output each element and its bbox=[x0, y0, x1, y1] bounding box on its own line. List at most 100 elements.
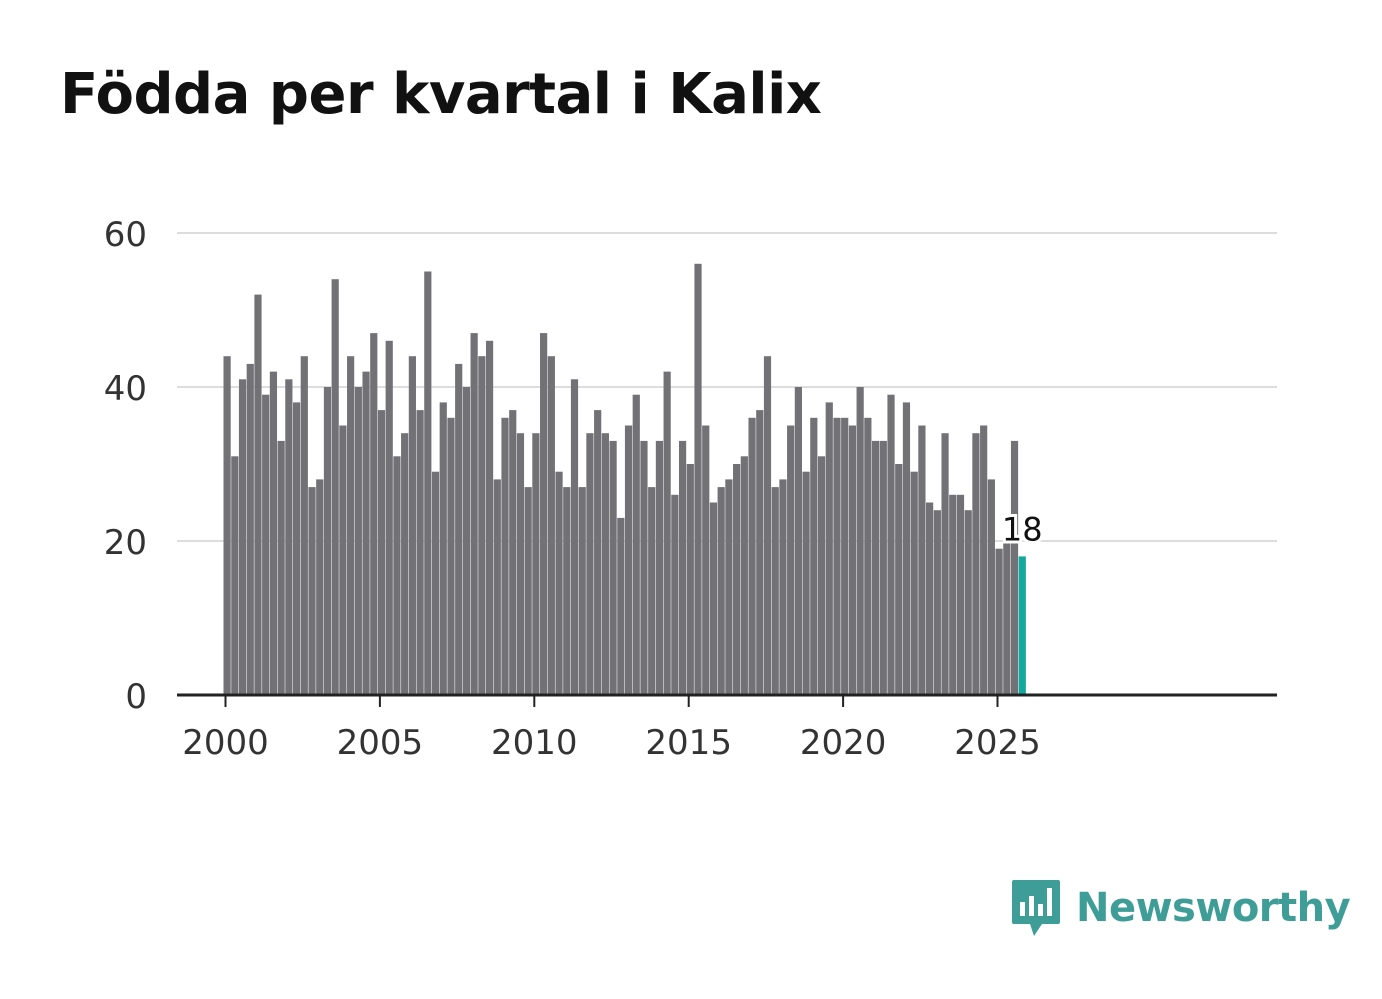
bar bbox=[292, 402, 301, 695]
bar bbox=[416, 410, 424, 695]
bar bbox=[802, 471, 810, 695]
bar bbox=[972, 433, 980, 695]
x-tick-label: 2020 bbox=[800, 723, 887, 763]
bar bbox=[501, 417, 509, 695]
bar bbox=[717, 487, 725, 695]
x-axis-ticks: 2000 2005 2010 2015 2020 2025 bbox=[182, 695, 1041, 763]
bar bbox=[655, 440, 664, 695]
bar bbox=[455, 363, 463, 695]
bar bbox=[941, 433, 949, 695]
bar bbox=[1003, 541, 1011, 695]
x-tick-label: 2015 bbox=[645, 723, 732, 763]
bar bbox=[393, 456, 401, 695]
bar bbox=[648, 487, 656, 695]
bar bbox=[578, 487, 586, 695]
bar bbox=[439, 402, 447, 695]
bar bbox=[377, 410, 386, 695]
bar bbox=[756, 410, 764, 695]
bar bbox=[879, 440, 887, 695]
bar bbox=[871, 440, 880, 695]
bar bbox=[895, 464, 903, 695]
bar bbox=[254, 294, 262, 695]
bar bbox=[246, 363, 254, 695]
bar bbox=[933, 510, 941, 695]
bar bbox=[308, 487, 316, 695]
y-axis-ticks: 0 20 40 60 bbox=[104, 215, 147, 717]
bar bbox=[354, 387, 362, 695]
bar bbox=[725, 479, 733, 695]
bar bbox=[316, 479, 324, 695]
brand-logo: Newsworthy bbox=[1010, 878, 1351, 938]
y-tick-label: 0 bbox=[125, 677, 147, 717]
bar bbox=[540, 333, 548, 695]
bar bbox=[555, 471, 563, 695]
bar bbox=[362, 371, 370, 695]
bar bbox=[231, 456, 239, 695]
bar bbox=[447, 417, 455, 695]
bar bbox=[980, 425, 988, 695]
bar bbox=[524, 487, 532, 695]
bar bbox=[347, 356, 355, 695]
bar bbox=[617, 517, 625, 695]
y-tick-label: 60 bbox=[104, 215, 147, 255]
bar bbox=[277, 440, 285, 695]
bar bbox=[570, 379, 579, 695]
bar bbox=[987, 479, 995, 695]
y-tick-label: 20 bbox=[104, 523, 147, 563]
bar bbox=[1010, 440, 1019, 695]
x-tick-label: 2005 bbox=[337, 723, 424, 763]
bar bbox=[733, 464, 741, 695]
bar bbox=[926, 502, 934, 695]
bar bbox=[262, 394, 270, 695]
bar bbox=[370, 333, 378, 695]
bar bbox=[964, 510, 972, 695]
bar bbox=[462, 387, 471, 695]
bar bbox=[787, 425, 795, 695]
bar bbox=[516, 433, 525, 695]
bar bbox=[238, 379, 247, 695]
bar bbox=[485, 340, 494, 695]
bar bbox=[856, 387, 864, 695]
bar bbox=[624, 425, 633, 695]
bar bbox=[385, 340, 393, 695]
bar bbox=[702, 425, 710, 695]
data-labels: 18 bbox=[999, 507, 1046, 551]
bar bbox=[694, 263, 702, 695]
bar bbox=[848, 425, 857, 695]
bar bbox=[431, 471, 440, 695]
bar bbox=[509, 410, 517, 695]
bar bbox=[817, 456, 826, 695]
bar bbox=[586, 433, 594, 695]
bar bbox=[956, 494, 965, 695]
bar bbox=[918, 425, 926, 695]
bar bbox=[709, 502, 718, 695]
bar bbox=[408, 356, 416, 695]
x-tick-label: 2000 bbox=[182, 723, 269, 763]
x-tick-label: 2010 bbox=[491, 723, 578, 763]
bar bbox=[910, 471, 918, 695]
bar bbox=[995, 548, 1003, 695]
bar bbox=[663, 371, 671, 695]
bar bbox=[323, 387, 332, 695]
bar bbox=[686, 464, 694, 695]
brand-name: Newsworthy bbox=[1076, 885, 1351, 931]
bar bbox=[339, 425, 347, 695]
data-label-last: 18 bbox=[1002, 510, 1043, 548]
bar bbox=[671, 494, 679, 695]
bar bbox=[949, 494, 957, 695]
bar bbox=[223, 356, 231, 695]
bar bbox=[748, 417, 756, 695]
bar bbox=[640, 440, 648, 695]
chart-title: Födda per kvartal i Kalix bbox=[60, 62, 822, 127]
bar bbox=[470, 333, 478, 695]
y-tick-label: 40 bbox=[104, 369, 147, 409]
bar bbox=[331, 279, 339, 695]
bar bbox=[864, 417, 872, 695]
bar bbox=[810, 417, 818, 695]
bar bbox=[740, 456, 748, 695]
bar bbox=[833, 417, 841, 695]
bars bbox=[223, 263, 1026, 695]
bar bbox=[794, 387, 802, 695]
bar bbox=[401, 433, 409, 695]
